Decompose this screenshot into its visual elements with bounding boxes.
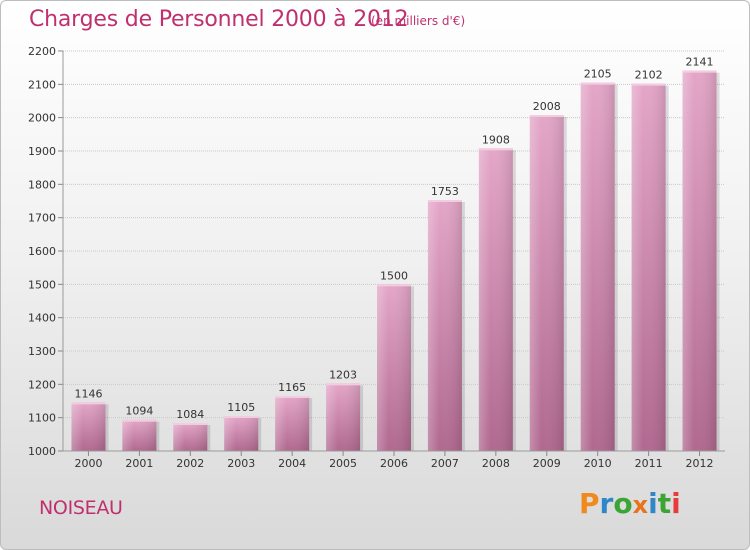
- bar-highlight: [529, 115, 564, 451]
- data-label-2004: 1165: [278, 381, 306, 394]
- y-tick-label: 2200: [28, 45, 56, 58]
- bar-top: [224, 416, 259, 418]
- data-label-2007: 1753: [431, 185, 459, 198]
- data-label-2011: 2102: [635, 69, 663, 82]
- bar-top: [122, 419, 157, 422]
- y-tick-label: 1200: [28, 378, 56, 391]
- bar-highlight: [682, 70, 717, 452]
- bar-top: [173, 423, 208, 425]
- logo-letter: i: [648, 487, 658, 520]
- bar-highlight: [580, 82, 615, 452]
- y-tick-label: 1300: [28, 345, 56, 358]
- x-tick-label-2010: 2010: [584, 457, 612, 470]
- y-axis: 1000 1100 1200 1300 1400 1500 1600 1700 1800 1900…: [28, 45, 64, 458]
- data-label-2002: 1084: [176, 408, 204, 421]
- x-tick-label-2007: 2007: [431, 457, 459, 470]
- bar-highlight: [427, 200, 462, 451]
- x-axis: 2000 2001 2002 2003 2004 2005 2006 2007 2008 2009…: [63, 450, 725, 470]
- logo-letter: i: [671, 487, 681, 520]
- data-label-2008: 1908: [482, 133, 510, 146]
- logo-letter: o: [613, 487, 633, 520]
- y-tick-label: 1000: [28, 445, 56, 458]
- x-tick-label-2000: 2000: [74, 457, 102, 470]
- bar-top: [580, 82, 615, 85]
- logo-letter: r: [599, 487, 614, 520]
- x-tick-label-2008: 2008: [482, 457, 510, 470]
- x-tick-label-2003: 2003: [227, 457, 255, 470]
- y-tick-label: 2000: [28, 112, 56, 125]
- logo-letter: x: [632, 491, 649, 519]
- data-label-2005: 1203: [329, 368, 357, 381]
- bar-highlight: [224, 416, 259, 451]
- bar-top: [275, 396, 310, 398]
- y-tick-label: 1700: [28, 212, 56, 225]
- bar-top: [478, 148, 513, 151]
- data-label-2009: 2008: [533, 100, 561, 113]
- data-label-2003: 1105: [227, 401, 255, 414]
- bar-top: [427, 200, 462, 202]
- proxiti-logo[interactable]: Proxiti: [579, 487, 681, 520]
- y-tick-label: 1600: [28, 245, 56, 258]
- bar-highlight: [326, 383, 361, 451]
- logo-letter: t: [657, 487, 672, 520]
- bar-top: [326, 383, 361, 386]
- data-label-2000: 1146: [74, 387, 102, 400]
- x-tick-label-2012: 2012: [686, 457, 714, 470]
- bar-top: [631, 83, 666, 86]
- data-label-2006: 1500: [380, 269, 408, 282]
- bar-highlight: [377, 284, 411, 451]
- x-tick-label-2004: 2004: [278, 457, 306, 470]
- x-tick-label-2006: 2006: [380, 457, 408, 470]
- chart-subtitle: (en milliers d'€): [371, 14, 466, 28]
- bar-highlight: [275, 396, 310, 451]
- bar-top: [682, 70, 717, 73]
- y-tick-label: 1100: [28, 412, 56, 425]
- y-tick-label: 1500: [28, 278, 56, 291]
- data-label-2010: 2105: [584, 68, 612, 81]
- bars: 1146 1094 1084 1105 1165 1203 1500 1753 1908 2008…: [71, 56, 720, 452]
- city-name: NOISEAU: [39, 497, 123, 519]
- bar-highlight: [71, 402, 106, 451]
- y-tick-label: 2100: [28, 78, 56, 91]
- y-tick-label: 1800: [28, 178, 56, 191]
- y-tick-label: 1400: [28, 312, 56, 325]
- x-tick-label-2011: 2011: [635, 457, 663, 470]
- data-label-2001: 1094: [125, 405, 153, 418]
- logo-letter: P: [579, 487, 600, 520]
- data-label-2012: 2141: [686, 56, 714, 69]
- x-tick-label-2001: 2001: [125, 457, 153, 470]
- x-tick-label-2005: 2005: [329, 457, 357, 470]
- bar-highlight: [122, 419, 157, 451]
- bar-top: [71, 402, 106, 405]
- bar-top: [377, 284, 411, 287]
- x-tick-label-2009: 2009: [533, 457, 561, 470]
- bar-highlight: [173, 423, 208, 451]
- bar-top: [529, 115, 564, 117]
- bar-highlight: [478, 148, 513, 452]
- x-tick-label-2002: 2002: [176, 457, 204, 470]
- y-tick-label: 1900: [28, 145, 56, 158]
- chart-title: Charges de Personnel 2000 à 2012: [29, 7, 409, 32]
- bar-highlight: [631, 83, 666, 452]
